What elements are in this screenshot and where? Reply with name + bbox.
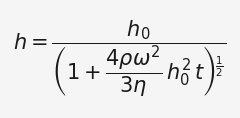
- Text: $h = \dfrac{h_0}{\left(1 + \dfrac{4\rho\omega^2}{3\eta}\, h_0^2\, t\right)^{\!\f: $h = \dfrac{h_0}{\left(1 + \dfrac{4\rho\…: [13, 19, 227, 99]
